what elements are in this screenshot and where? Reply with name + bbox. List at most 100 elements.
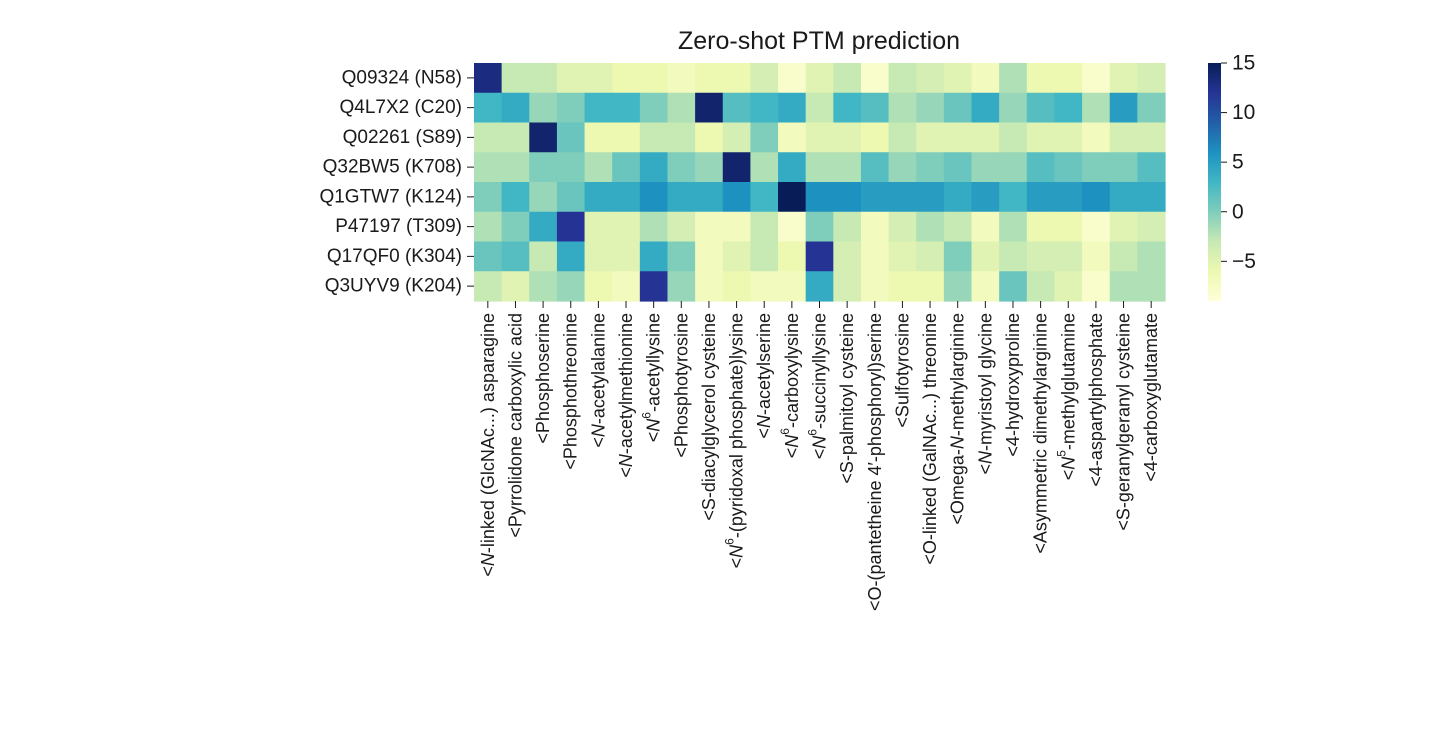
column-label: <Phosphothreonine — [561, 313, 581, 470]
heatmap-cell — [501, 122, 530, 153]
heatmap-cell — [667, 92, 696, 124]
heatmap-cell — [1137, 271, 1166, 302]
heatmap-cell — [833, 211, 862, 243]
heatmap-cell — [971, 63, 1000, 94]
heatmap-cell — [639, 122, 669, 153]
heatmap-cell — [943, 241, 973, 272]
row-label: P47197 (T309) — [335, 216, 462, 237]
heatmap-cell — [860, 92, 890, 124]
heatmap-cell — [501, 241, 530, 272]
heatmap-cell — [999, 241, 1028, 272]
heatmap-cell — [999, 182, 1028, 213]
heatmap-cell — [1137, 152, 1166, 183]
heatmap-cell — [943, 122, 973, 153]
heatmap-cell — [1054, 271, 1083, 302]
row-label: Q3UYV9 (K204) — [325, 276, 462, 297]
heatmap-cell — [474, 182, 503, 213]
heatmap-cell — [639, 152, 669, 183]
heatmap-cell — [1054, 182, 1083, 213]
column-label: <N-linked (GlcNAc...) asparagine — [478, 313, 498, 577]
heatmap-cell — [639, 271, 669, 302]
heatmap-cell — [639, 241, 669, 272]
column-label: <Phosphoserine — [533, 313, 553, 444]
heatmap-cell — [612, 92, 641, 124]
heatmap-cell — [971, 211, 1000, 243]
heatmap-cell — [722, 271, 751, 302]
column-label: <Omega-N-methylarginine — [948, 313, 968, 525]
heatmap-cell — [778, 241, 807, 272]
heatmap-cell — [1026, 152, 1056, 183]
heatmap-cell — [750, 182, 779, 213]
heatmap-cell — [916, 241, 945, 272]
heatmap-cell — [1109, 122, 1138, 153]
heatmap-cell — [722, 63, 751, 94]
heatmap-cell — [501, 211, 530, 243]
heatmap-cell — [1026, 211, 1056, 243]
heatmap-cell — [722, 122, 751, 153]
heatmap-cell — [529, 182, 558, 213]
heatmap-cell — [750, 211, 779, 243]
heatmap-cell — [556, 271, 586, 302]
heatmap-cell — [612, 271, 641, 302]
heatmap-cell — [1109, 241, 1138, 272]
heatmap-cell — [695, 271, 724, 302]
heatmap-cell — [860, 63, 890, 94]
colorbar-tick-label: 10 — [1232, 101, 1255, 124]
heatmap-cell — [612, 122, 641, 153]
colorbar-gradient — [1208, 63, 1221, 301]
heatmap-cell — [833, 122, 862, 153]
heatmap-cell — [860, 182, 890, 213]
row-label: Q09324 (N58) — [342, 67, 462, 88]
heatmap-cell — [805, 211, 834, 243]
heatmap-cell — [474, 92, 503, 124]
heatmap-cell — [1137, 92, 1166, 124]
heatmap-cell — [584, 122, 613, 153]
heatmap-cell — [778, 211, 807, 243]
heatmap-cell — [916, 152, 945, 183]
colorbar-tick-label: 0 — [1232, 200, 1244, 223]
heatmap-cell — [1054, 92, 1083, 124]
heatmap-cell — [833, 92, 862, 124]
colorbar-ticks: 15 10 5 0 −5 — [1221, 52, 1256, 273]
heatmap-cell — [1026, 92, 1056, 124]
heatmap-cell — [639, 211, 669, 243]
heatmap-cell — [805, 152, 834, 183]
heatmap-cell — [778, 63, 807, 94]
heatmap-cell — [971, 182, 1000, 213]
column-label: <N6-carboxylysine — [778, 313, 802, 458]
heatmap-cell — [639, 92, 669, 124]
heatmap-cell — [695, 92, 724, 124]
heatmap-cell — [501, 63, 530, 94]
heatmap-cell — [667, 152, 696, 183]
heatmap-cell — [474, 211, 503, 243]
heatmap-cell — [805, 63, 834, 94]
column-label: <S-palmitoyl cysteine — [837, 313, 857, 484]
column-label: <N-acetylmethionine — [616, 313, 636, 478]
heatmap-cell — [1026, 182, 1056, 213]
heatmap-cell — [916, 211, 945, 243]
heatmap-cell — [1026, 271, 1056, 302]
heatmap-cell — [750, 63, 779, 94]
heatmap-cell — [860, 271, 890, 302]
heatmap-cell — [556, 241, 586, 272]
heatmap-cell — [1109, 182, 1138, 213]
column-label: <N6-succinyllysine — [806, 313, 830, 459]
column-label: <4-carboxyglutamate — [1141, 313, 1161, 482]
heatmap-cell — [778, 152, 807, 183]
heatmap-cell — [667, 63, 696, 94]
heatmap-cell — [695, 241, 724, 272]
heatmap-cell — [1109, 271, 1138, 302]
heatmap-cell — [501, 271, 530, 302]
heatmap-cell — [916, 122, 945, 153]
heatmap-cell — [1137, 122, 1166, 153]
heatmap-cell — [860, 241, 890, 272]
heatmap-cell — [750, 241, 779, 272]
heatmap-cell — [1054, 63, 1083, 94]
column-label: <S-geranylgeranyl cysteine — [1114, 313, 1134, 531]
heatmap-cell — [529, 271, 558, 302]
colorbar-tick-label: 15 — [1232, 52, 1255, 75]
heatmap-cell — [556, 152, 586, 183]
heatmap-cell — [1082, 271, 1111, 302]
heatmap-cell — [750, 92, 779, 124]
